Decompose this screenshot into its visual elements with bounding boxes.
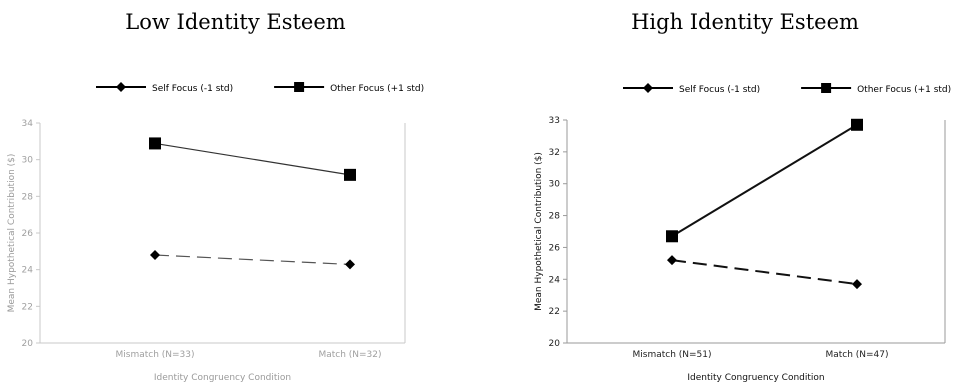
chart-panel-high-esteem: High Identity Esteem Self Focus (-1 std)… — [485, 0, 970, 390]
y-tick-label: 26 — [549, 243, 561, 253]
x-tick-label: Match (N=47) — [825, 350, 888, 360]
axes: 20 22 24 26 28 30 32 33 Mismatch (N=51) Match (N=… — [534, 116, 946, 383]
data-point-diamond — [150, 250, 160, 260]
data-point-square — [851, 118, 863, 131]
legend-label: Other Focus (+1 std) — [330, 84, 424, 94]
data-point-square — [294, 82, 305, 92]
panel-title: Low Identity Esteem — [125, 10, 346, 34]
y-tick-label: 34 — [22, 119, 34, 129]
data-point-square — [344, 168, 356, 181]
y-tick-label: 24 — [549, 275, 561, 285]
y-tick-label: 26 — [22, 229, 34, 239]
series — [667, 255, 862, 290]
panel-title: High Identity Esteem — [631, 10, 859, 34]
line-chart: Self Focus (-1 std) Other Focus (+1 std) 2… — [534, 83, 951, 383]
series-line — [154, 254, 351, 266]
y-tick-label: 22 — [22, 302, 33, 312]
y-tick-label: 22 — [549, 307, 560, 317]
y-tick-label: 32 — [549, 148, 560, 158]
legend-label: Self Focus (-1 std) — [152, 84, 233, 94]
series — [666, 118, 863, 243]
y-tick-label: 20 — [549, 339, 561, 349]
series-line — [154, 142, 351, 176]
x-tick-label: Mismatch (N=51) — [632, 350, 711, 360]
data-point-diamond — [345, 259, 355, 270]
series-line — [671, 259, 858, 286]
data-point-diamond — [643, 83, 653, 93]
series-line — [671, 123, 858, 238]
legend: Self Focus (-1 std) Other Focus (+1 std) — [623, 83, 951, 95]
x-tick-label: Match (N=32) — [318, 350, 381, 360]
y-tick-label: 30 — [549, 180, 561, 190]
data-point-square — [821, 83, 832, 93]
data-point-diamond — [667, 255, 677, 266]
series — [149, 137, 356, 181]
y-tick-label: 28 — [549, 212, 561, 222]
y-tick-label: 20 — [22, 339, 34, 349]
axes: 20 22 24 26 28 30 34 Mismatch (N=33) Match (N=32… — [7, 119, 406, 383]
y-tick-label: 24 — [22, 266, 34, 276]
data-point-diamond — [852, 279, 862, 290]
legend-label: Self Focus (-1 std) — [679, 85, 760, 95]
x-axis-label: Identity Congruency Condition — [687, 373, 824, 383]
x-axis-label: Identity Congruency Condition — [154, 373, 291, 383]
data-point-diamond — [116, 82, 126, 92]
series — [150, 250, 355, 270]
x-tick-label: Mismatch (N=33) — [115, 350, 194, 360]
data-point-square — [149, 137, 161, 150]
y-axis-label: Mean Hypothetical Contribution ($) — [7, 154, 17, 313]
y-tick-label: 33 — [549, 116, 560, 126]
line-chart: Self Focus (-1 std) Other Focus (+1 std) 2… — [7, 82, 424, 383]
legend-label: Other Focus (+1 std) — [857, 85, 951, 95]
chart-panel-low-esteem: Low Identity Esteem Self Focus (-1 std) O… — [7, 10, 424, 383]
y-tick-label: 30 — [22, 156, 34, 166]
legend: Self Focus (-1 std) Other Focus (+1 std) — [96, 82, 424, 94]
y-axis-label: Mean Hypothetical Contribution ($) — [534, 152, 544, 311]
y-tick-label: 28 — [22, 192, 34, 202]
data-point-square — [666, 230, 678, 243]
